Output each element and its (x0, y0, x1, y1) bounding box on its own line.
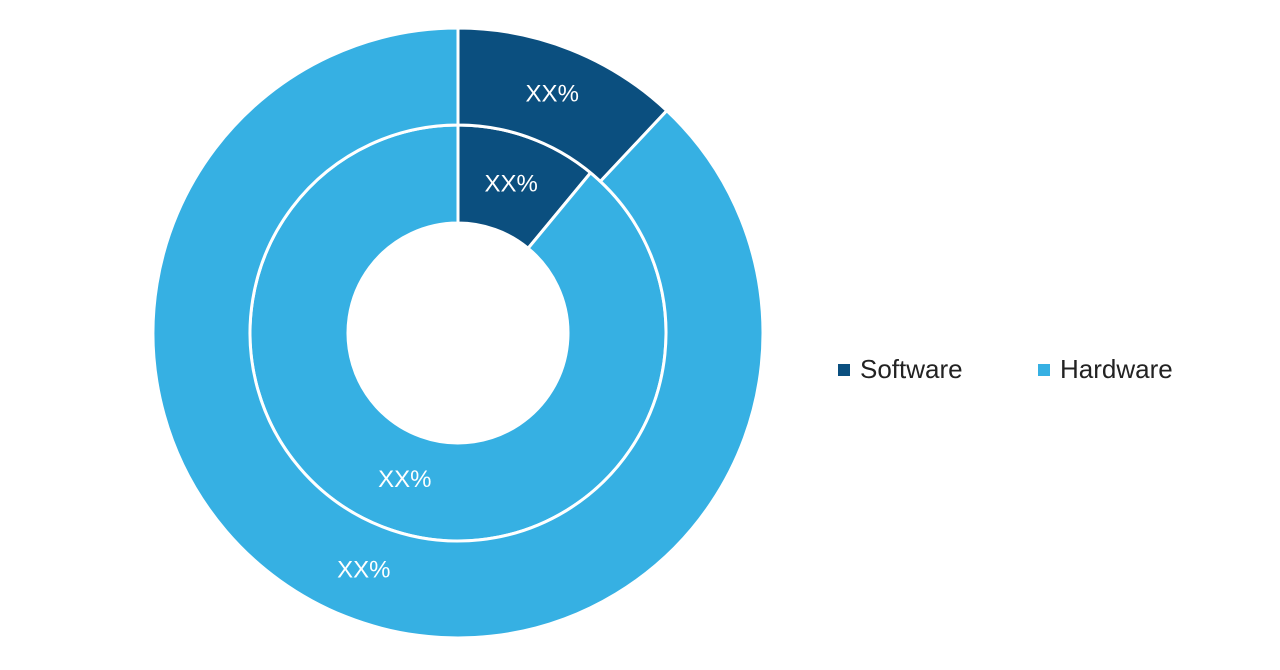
donut-segment (151, 26, 765, 640)
value-label: XX% (337, 556, 390, 583)
legend-swatch (838, 364, 850, 376)
value-label: XX% (485, 171, 538, 198)
donut-segment (248, 123, 668, 543)
legend-label: Hardware (1060, 354, 1173, 384)
legend-label: Software (860, 354, 963, 384)
legend-swatch (1038, 364, 1050, 376)
value-label: XX% (526, 80, 579, 107)
value-label: XX% (378, 466, 431, 493)
